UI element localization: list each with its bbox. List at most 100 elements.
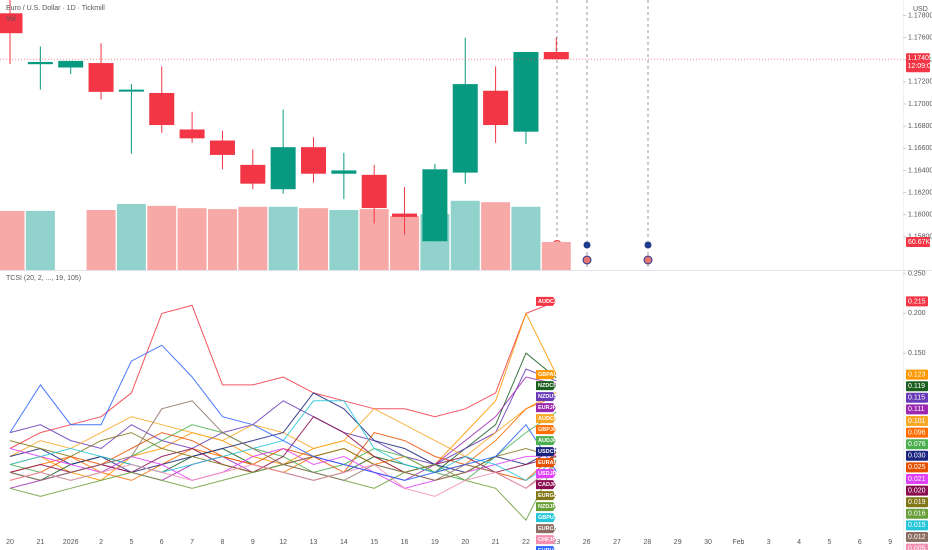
legend-tag[interactable]: GBPUSD <box>536 513 562 523</box>
legend-tag-label: GBPAUD <box>538 372 561 378</box>
value-box <box>906 427 928 438</box>
legend-tag-label: NZDJPY <box>538 504 560 510</box>
event-markers <box>556 0 649 270</box>
volume-bar <box>541 242 571 270</box>
value-box <box>906 392 928 403</box>
x-tick-label: 20 <box>6 539 14 546</box>
value-label: 0.016 <box>908 511 926 518</box>
legend-tag-label: EURAUD <box>538 460 562 466</box>
y-tick-label: 0.200 <box>908 310 926 317</box>
legend-tag[interactable]: USDJPY <box>536 469 560 479</box>
x-tick-label: 12 <box>279 539 287 546</box>
y-tick-label: 1.16800 <box>908 123 932 130</box>
y-tick-label: 1.16200 <box>908 189 932 196</box>
value-label: 0.101 <box>908 418 926 425</box>
x-tick-label: 21 <box>36 539 44 546</box>
legend-tag-label: GBPUSD <box>538 515 562 521</box>
volume-bar <box>511 206 541 270</box>
y-tick-label: 0.150 <box>908 350 926 357</box>
value-box <box>906 404 928 415</box>
legend-tag-label: CHFJPY <box>538 537 560 543</box>
value-box <box>906 508 928 519</box>
candle-body <box>331 170 357 174</box>
event-icon[interactable] <box>582 240 592 250</box>
event-icon[interactable] <box>643 240 653 250</box>
legend-tag[interactable]: AUDCHF <box>536 414 562 424</box>
legend-tag-label: AUDJPY <box>538 438 561 444</box>
legend-tag-shape <box>536 546 556 550</box>
x-tick-label: 9 <box>888 539 892 546</box>
value-box <box>906 462 928 473</box>
x-tick-label: 8 <box>220 539 224 546</box>
legend-tag-label: EURJPY <box>538 405 560 411</box>
legend-tag[interactable]: EURJPY <box>536 403 560 413</box>
candle-body <box>118 89 144 92</box>
volume-title: Vol <box>6 16 16 23</box>
legend-tag-shape <box>536 513 556 523</box>
value-box <box>906 381 928 392</box>
legend-tag[interactable]: AUDCAD <box>536 296 562 306</box>
legend-tag-shape <box>536 447 556 457</box>
indicator-line <box>9 300 557 449</box>
legend-tag[interactable]: AUDJPY <box>536 436 561 446</box>
value-box <box>906 473 928 484</box>
legend-tag[interactable]: NZDCHF <box>536 381 561 391</box>
legend-tag[interactable]: GBPAUD <box>536 370 561 380</box>
legend-tag[interactable]: NZDJPY <box>536 502 560 512</box>
legend-tag-shape <box>536 502 556 512</box>
candle-body <box>88 63 114 92</box>
legend-tag[interactable]: CHFJPY <box>536 535 560 545</box>
x-tick-label: 2 <box>99 539 103 546</box>
legend-tag[interactable]: USDCHF <box>536 447 562 457</box>
legend-tag-label: NZDUSD <box>538 394 561 400</box>
x-tick-label: 23 <box>552 539 560 546</box>
x-tick-label: Feb <box>732 539 744 546</box>
legend-tag-shape <box>536 370 556 380</box>
legend-tag[interactable]: EURGBP <box>536 491 562 501</box>
candle-body <box>179 129 205 139</box>
indicator-line <box>9 344 557 481</box>
legend-tag[interactable]: EURAUD <box>536 458 562 468</box>
value-box <box>906 485 928 496</box>
volume-bar <box>268 206 298 270</box>
legend-tag[interactable]: NZDUSD <box>536 392 561 402</box>
y-tick-label: 1.16400 <box>908 167 932 174</box>
x-tick-label: 30 <box>704 539 712 546</box>
legend-tag-label: EURUSD <box>538 548 561 550</box>
value-label: 0.030 <box>908 453 926 460</box>
volume-bar <box>177 208 207 270</box>
value-box <box>906 450 928 461</box>
x-tick-label: 6 <box>160 539 164 546</box>
candle-body <box>0 13 23 34</box>
volume-bar <box>299 208 328 270</box>
legend-tag-label: AUDCAD <box>538 299 562 305</box>
legend-tag-shape <box>536 524 556 534</box>
legend-tag[interactable]: CADJPY <box>536 480 561 490</box>
value-box <box>906 497 928 508</box>
x-tick-label: 15 <box>370 539 378 546</box>
x-tick-label: 29 <box>674 539 682 546</box>
candle-body <box>361 174 387 209</box>
candle-body <box>58 60 84 68</box>
legend-tag-shape <box>536 535 556 545</box>
volume-bar <box>25 210 55 270</box>
legend-tag-shape <box>536 296 556 306</box>
y-tick-label: 1.17600 <box>908 34 932 41</box>
event-icon[interactable] <box>643 255 653 265</box>
value-label: 0.096 <box>908 429 926 436</box>
y-tick-label: 1.17200 <box>908 79 932 86</box>
x-tick-label: 13 <box>310 539 318 546</box>
legend-tag-shape <box>536 436 556 446</box>
legend-tag[interactable]: EURUSD <box>536 546 561 550</box>
y-tick-label: 1.17800 <box>908 12 932 19</box>
event-icon[interactable] <box>582 255 592 265</box>
volume-bar <box>481 202 511 270</box>
volume-bar <box>116 204 146 270</box>
legend-tag-label: EURCHF <box>538 526 562 532</box>
candle-body <box>392 213 418 217</box>
candle-body <box>452 84 478 173</box>
legend-tag[interactable]: GBPJPY <box>536 425 561 435</box>
legend-tag[interactable]: EURCHF <box>536 524 562 534</box>
legend-tag-shape <box>536 403 556 413</box>
